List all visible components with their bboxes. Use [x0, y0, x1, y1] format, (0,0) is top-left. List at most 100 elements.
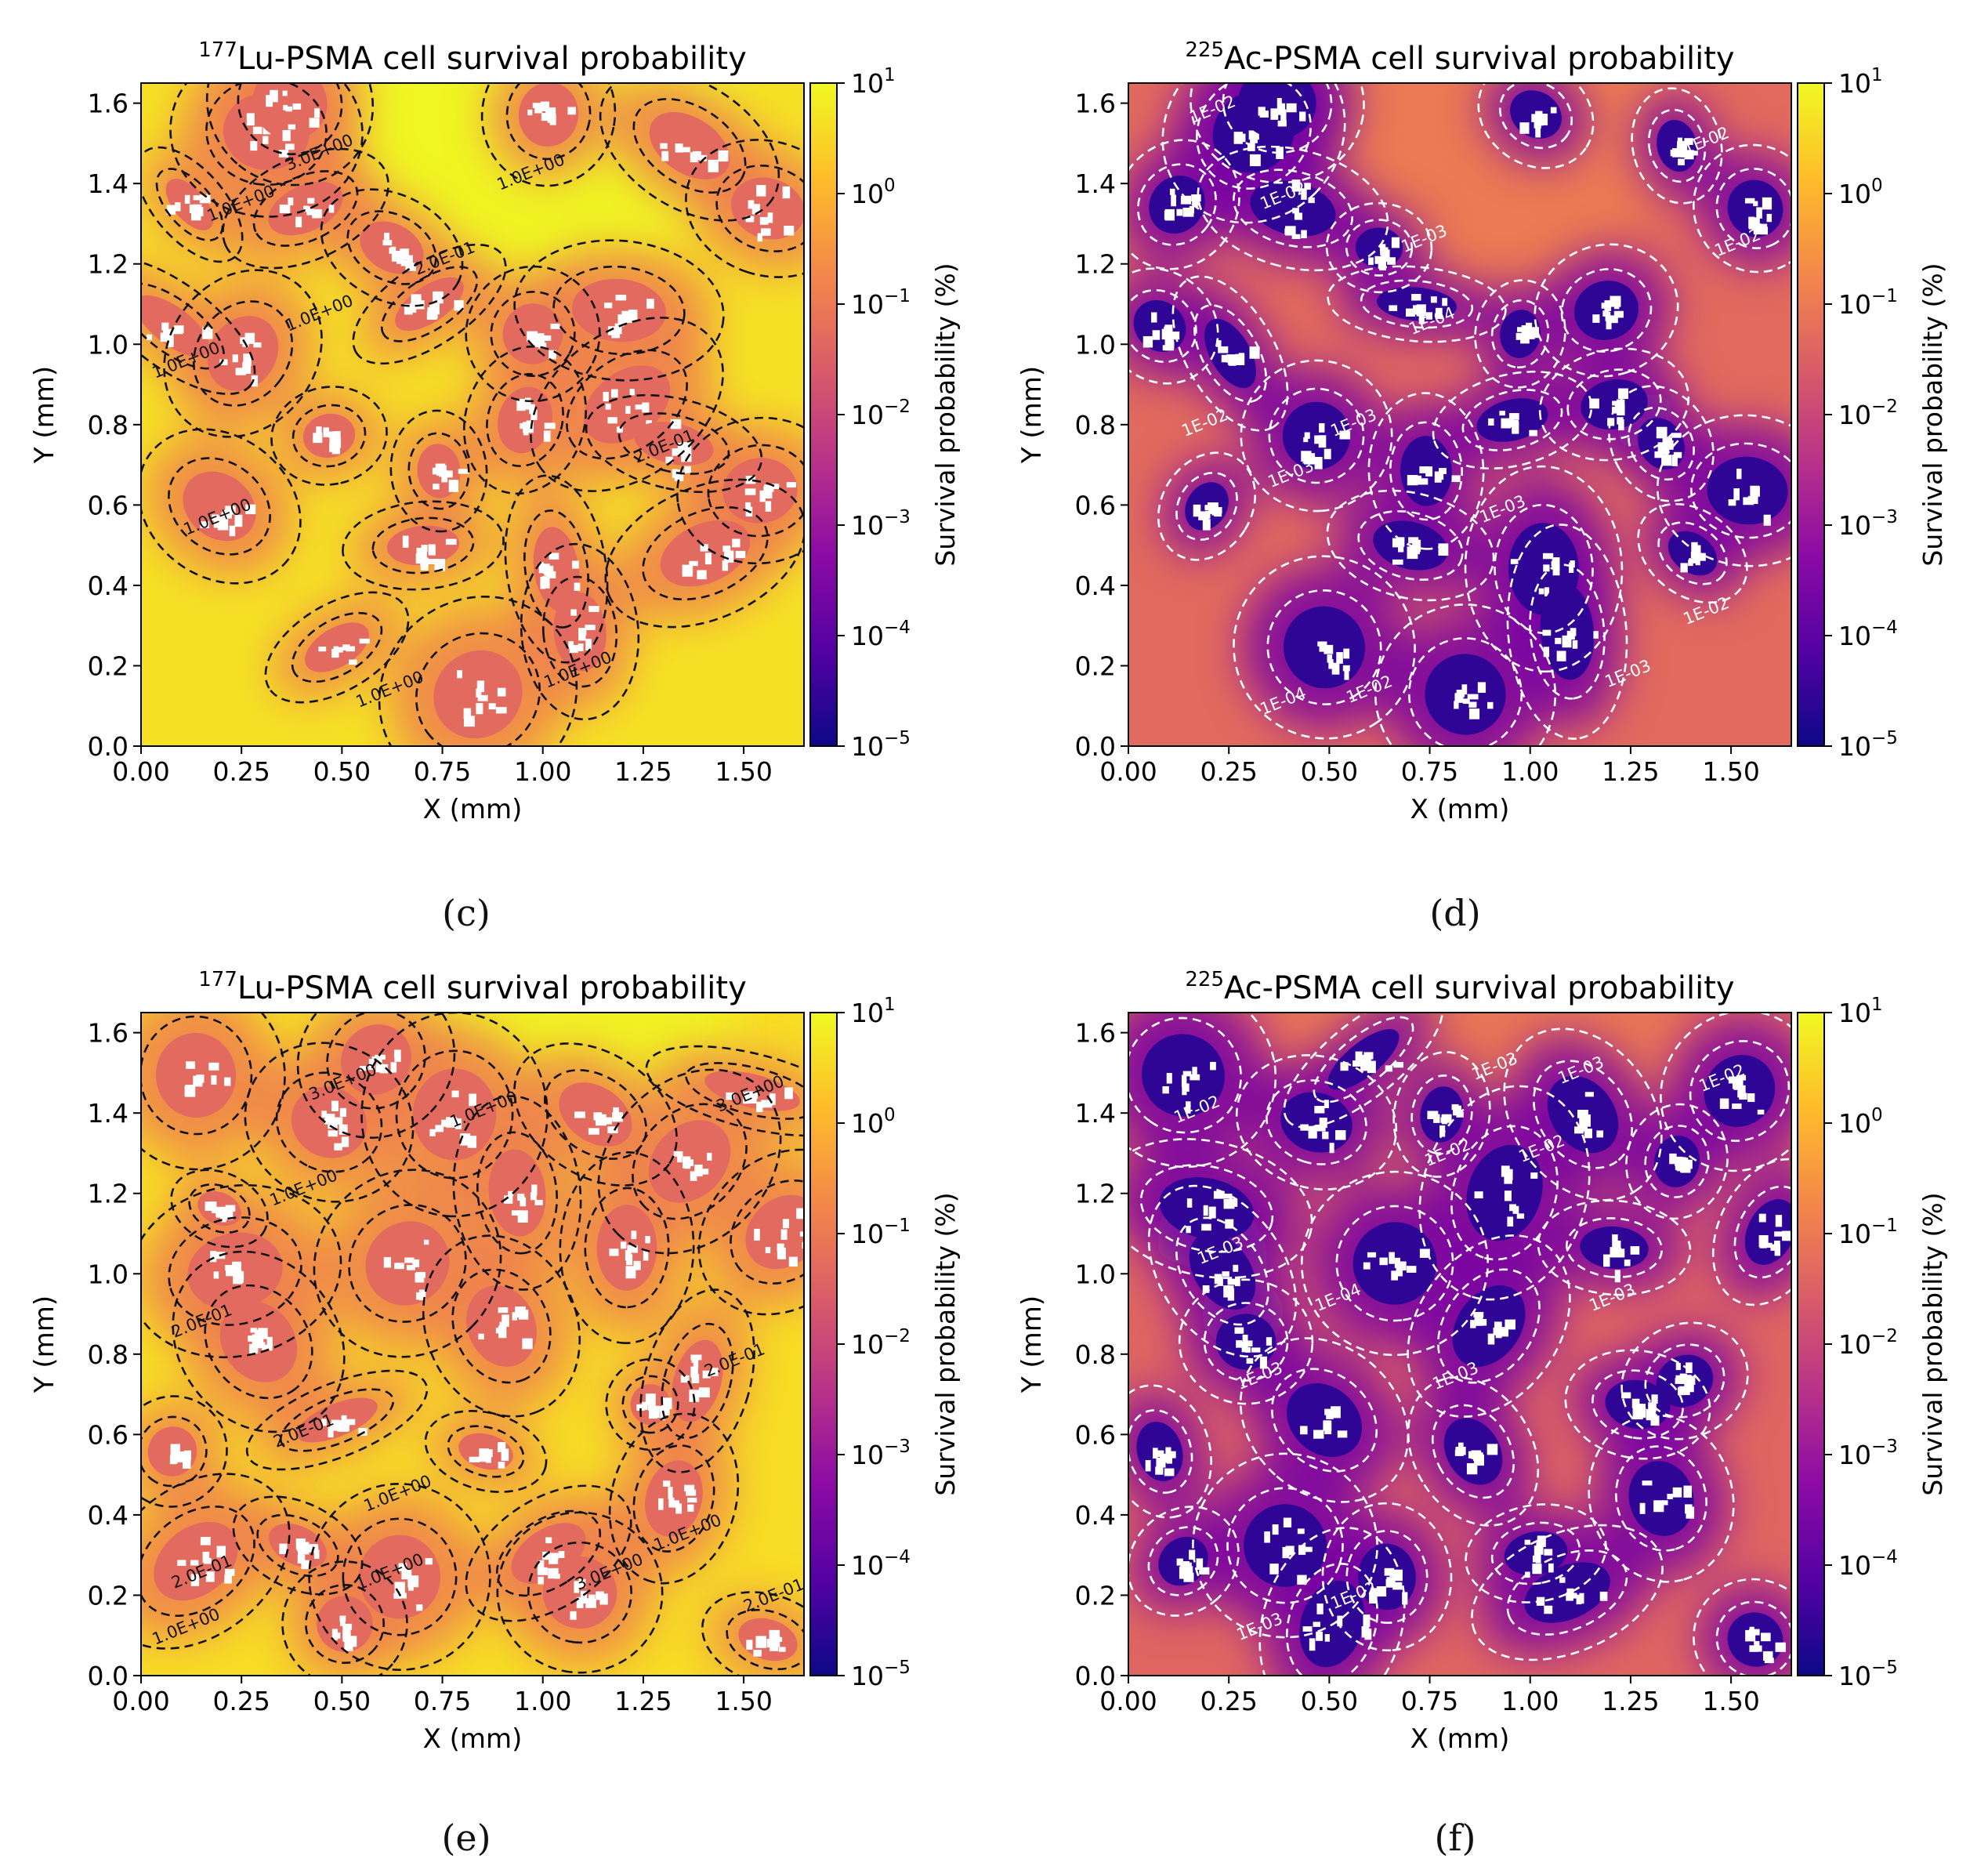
cell-pixel — [479, 1455, 487, 1462]
cell-pixel — [1379, 258, 1386, 271]
cell-pixel — [610, 389, 618, 398]
colorbar-tick-label: 10−2 — [851, 397, 911, 430]
cell-pixel — [1461, 684, 1468, 695]
cell-pixel — [1245, 1346, 1251, 1353]
cell-pixel — [629, 389, 635, 396]
cell-pixel — [1285, 1546, 1295, 1556]
contour-line — [1128, 1138, 1313, 1279]
contour-line — [1464, 465, 1624, 673]
cell-pixel — [607, 417, 617, 424]
cell-pixel — [1225, 1219, 1234, 1229]
cell-pixel — [570, 609, 577, 616]
cell-pixel — [1519, 122, 1530, 134]
cell-pixel — [1467, 694, 1479, 700]
cell-pixel — [1314, 457, 1323, 469]
cell-pixel — [211, 1074, 217, 1085]
cell-pixel — [1766, 213, 1773, 223]
axes-frame — [140, 82, 805, 747]
cell-pixel — [646, 299, 654, 309]
contour-line — [279, 1388, 395, 1452]
cell-pixel — [645, 1393, 656, 1406]
cell-pixel — [1454, 701, 1459, 709]
contour-line — [141, 1415, 208, 1488]
cell-pixel — [1286, 103, 1297, 113]
cell-pixel — [1774, 1231, 1785, 1237]
cell-pixel — [1624, 1259, 1631, 1267]
cell-pixel — [548, 1567, 559, 1579]
y-tick-label: 1.6 — [88, 89, 129, 119]
cell-pixel — [425, 559, 436, 564]
cell-cluster-core — [596, 1205, 657, 1291]
y-tick-label: 1.0 — [1075, 1259, 1116, 1289]
cell-pixel — [233, 1271, 243, 1285]
cell-pixel — [782, 1219, 790, 1229]
contour-line — [192, 300, 294, 407]
cell-pixel — [1582, 1123, 1588, 1132]
contour-line — [447, 1425, 525, 1478]
cell-pixel — [1249, 346, 1260, 359]
contour-line — [685, 1062, 804, 1120]
cell-pixel — [1732, 1103, 1742, 1109]
cell-pixel — [1304, 1546, 1313, 1553]
cell-pixel — [526, 420, 534, 433]
contour-line — [275, 1071, 383, 1173]
x-tick-label: 0.25 — [212, 756, 270, 787]
cell-cluster-core — [1744, 1199, 1791, 1265]
colorbar-label: Survival probability (%) — [930, 263, 961, 566]
cell-pixel — [684, 1484, 695, 1491]
cell-pixel — [1318, 435, 1327, 448]
cell-pixel — [1441, 1114, 1452, 1122]
cell-pixel — [1510, 559, 1519, 564]
cell-pixel — [1747, 1093, 1755, 1103]
cell-pixel — [1222, 1271, 1229, 1277]
cell-pixel — [1520, 333, 1530, 344]
cell-pixel — [1301, 188, 1307, 200]
cell-pixel — [1379, 1257, 1388, 1266]
cell-pixel — [445, 538, 457, 545]
cell-pixel — [1468, 1451, 1479, 1459]
cell-pixel — [1236, 1340, 1243, 1348]
contour-line — [1566, 368, 1662, 440]
contour-line — [232, 1495, 364, 1596]
contour-line — [685, 139, 804, 278]
colorbar-label: Survival probability (%) — [1917, 263, 1948, 566]
cell-pixel — [469, 1456, 480, 1462]
cell-pixel — [1584, 1129, 1592, 1139]
cell-pixel — [585, 1598, 596, 1608]
cell-pixel — [246, 113, 255, 126]
cell-pixel — [765, 1247, 771, 1254]
cell-pixel — [603, 391, 609, 402]
contour-line — [1283, 1013, 1444, 1129]
cell-pixel — [1324, 448, 1331, 459]
caption-d: (d) — [1429, 892, 1481, 934]
cell-pixel — [458, 469, 469, 474]
cell-pixel — [540, 577, 546, 589]
contour-line — [237, 83, 343, 155]
contour-line — [1137, 163, 1217, 246]
cell-pixel — [232, 354, 238, 363]
cell-pixel — [193, 1075, 203, 1087]
contour-line — [1450, 1125, 1559, 1261]
contour-line — [1490, 1521, 1581, 1585]
contour-line — [697, 1148, 804, 1316]
cell-pixel — [541, 576, 550, 589]
cell-pixel — [235, 368, 246, 375]
cell-pixel — [595, 1114, 606, 1122]
cell-pixel — [724, 550, 734, 563]
cell-pixel — [1767, 1242, 1773, 1248]
contour-line — [1128, 288, 1197, 364]
cell-pixel — [202, 1551, 210, 1563]
panel-e: 3.0E+00 1.0E+00 3.0E+00 1.0E+00 2.0E-01 2.0E-… — [0, 930, 989, 1763]
cell-pixel — [690, 1366, 698, 1378]
cell-pixel — [328, 205, 335, 213]
cell-pixel — [1190, 1074, 1200, 1081]
contour-line — [141, 282, 225, 370]
cell-pixel — [1298, 1545, 1306, 1555]
cell-pixel — [538, 342, 547, 349]
cell-pixel — [1327, 654, 1333, 663]
chart-title: 177Lu-PSMA cell survival probability — [198, 968, 747, 1006]
cell-pixel — [253, 342, 262, 348]
cell-pixel — [186, 1061, 195, 1069]
cell-pixel — [1689, 558, 1698, 563]
cell-pixel — [1534, 1546, 1541, 1557]
